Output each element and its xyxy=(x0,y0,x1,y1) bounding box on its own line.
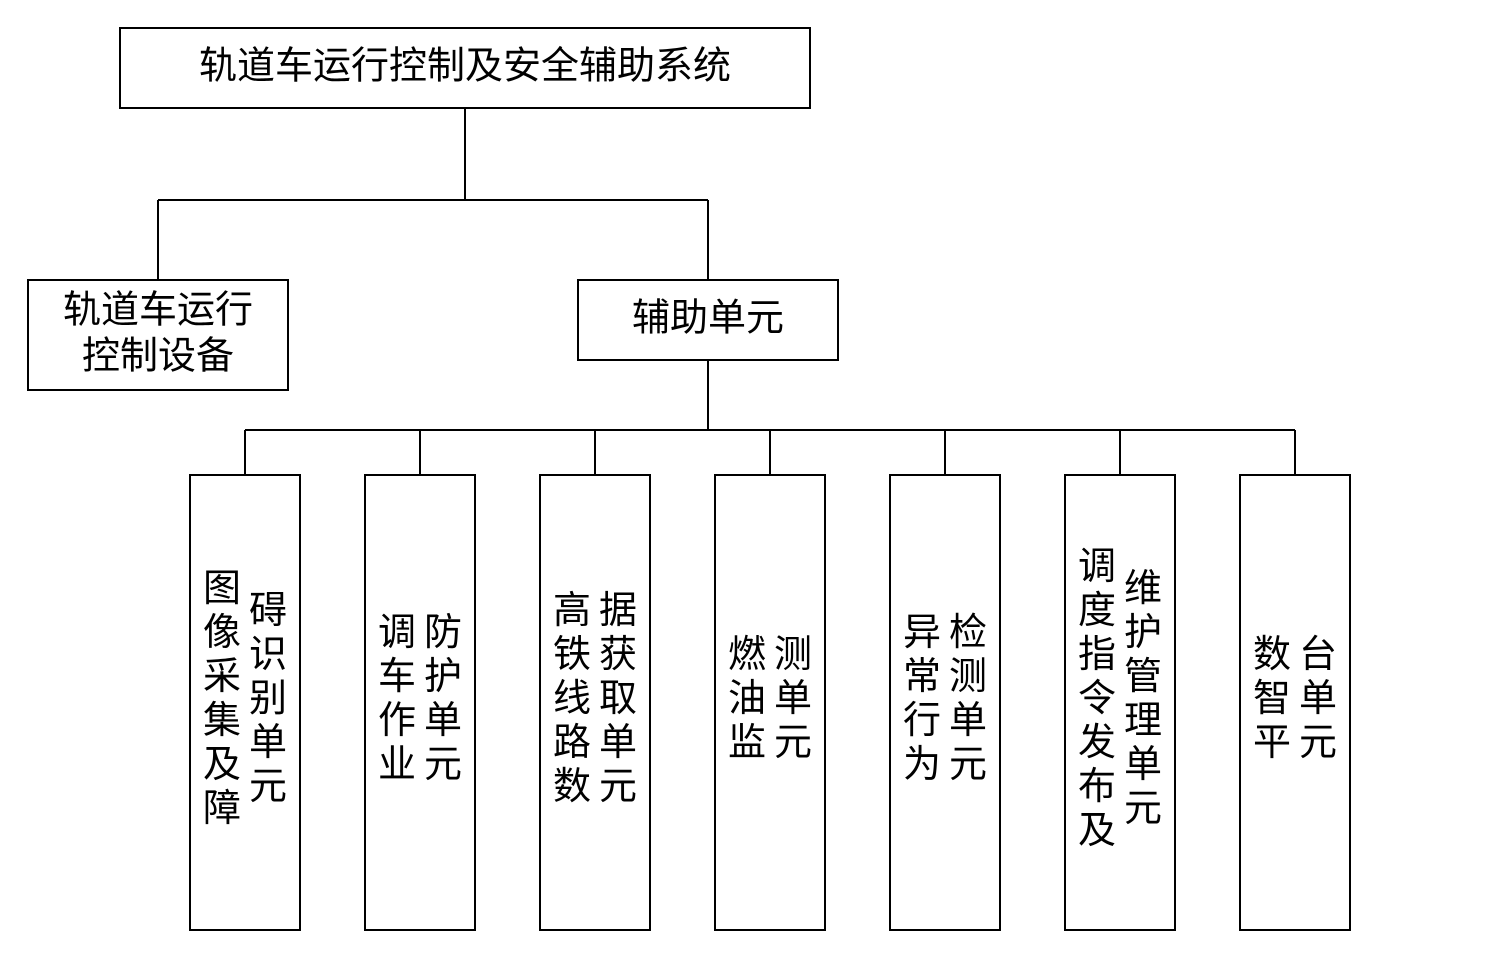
leaf-5-label-char: 测 xyxy=(949,656,987,698)
leaf-7-label-char: 数 xyxy=(1253,634,1291,676)
leaf-7-label-char: 台 xyxy=(1299,634,1337,676)
leaf-1-label-char: 障 xyxy=(203,788,241,830)
leaf-3-label-char: 铁 xyxy=(553,634,591,676)
leaf-4-label-char: 测 xyxy=(774,634,812,676)
ctrl-device-label: 控制设备 xyxy=(82,336,234,378)
leaf-1-label-char: 识 xyxy=(249,634,287,676)
leaf-5-label-char: 常 xyxy=(903,656,941,698)
leaf-7-label-char: 平 xyxy=(1253,722,1291,764)
leaf-3-label-char: 获 xyxy=(599,634,637,676)
leaf-2-label-char: 业 xyxy=(378,744,416,786)
leaf-4-label-char: 监 xyxy=(728,722,766,764)
leaf-6-label-char: 发 xyxy=(1078,722,1116,764)
leaf-1-label-char: 像 xyxy=(203,612,241,654)
leaf-2-label-char: 防 xyxy=(424,612,462,654)
leaf-7-label-char: 单 xyxy=(1299,678,1337,720)
leaf-6-label-char: 调 xyxy=(1078,546,1116,588)
leaf-6-label-char: 布 xyxy=(1078,766,1116,808)
leaf-2-label-char: 车 xyxy=(378,656,416,698)
leaf-1-label-char: 图 xyxy=(203,568,241,610)
leaf-1-label-char: 单 xyxy=(249,722,287,764)
leaf-1-label-char: 采 xyxy=(203,656,241,698)
leaf-3-label-char: 元 xyxy=(599,766,637,808)
leaf-5-label-char: 检 xyxy=(949,612,987,654)
leaf-5-label-char: 元 xyxy=(949,744,987,786)
leaf-4-label-char: 单 xyxy=(774,678,812,720)
leaf-3-label-char: 线 xyxy=(553,678,591,720)
leaf-2-label-char: 作 xyxy=(378,700,416,742)
leaf-6-label-char: 理 xyxy=(1124,700,1162,742)
leaf-3-label-char: 路 xyxy=(553,722,591,764)
leaf-6-label-char: 及 xyxy=(1078,810,1116,852)
leaf-4-label-char: 燃 xyxy=(728,634,766,676)
leaf-2-label-char: 元 xyxy=(424,744,462,786)
leaf-6-label-char: 管 xyxy=(1124,656,1162,698)
leaf-7-label-char: 智 xyxy=(1253,678,1291,720)
leaf-2-label-char: 单 xyxy=(424,700,462,742)
leaf-1-label-char: 碍 xyxy=(249,590,287,632)
leaf-2-label-char: 调 xyxy=(378,612,416,654)
leaf-4-label-char: 元 xyxy=(774,722,812,764)
leaf-7-label-char: 元 xyxy=(1299,722,1337,764)
leaf-3-label-char: 高 xyxy=(553,590,591,632)
leaf-3-label-char: 取 xyxy=(599,678,637,720)
leaf-6-label-char: 指 xyxy=(1078,634,1116,676)
leaf-1-label-char: 元 xyxy=(249,766,287,808)
leaf-3-label-char: 数 xyxy=(553,766,591,808)
leaf-3-label-char: 据 xyxy=(599,590,637,632)
leaf-6-label-char: 令 xyxy=(1078,678,1116,720)
leaf-2-label-char: 护 xyxy=(424,656,462,698)
org-chart-diagram: 轨道车运行控制及安全辅助系统轨道车运行控制设备辅助单元图像采集及障碍识别单元调车… xyxy=(0,0,1490,961)
leaf-6-label-char: 单 xyxy=(1124,744,1162,786)
aux-unit-label: 辅助单元 xyxy=(632,298,784,340)
leaf-1-label-char: 及 xyxy=(203,744,241,786)
leaf-6-label-char: 元 xyxy=(1124,788,1162,830)
ctrl-device-label: 轨道车运行 xyxy=(63,290,253,332)
leaf-3-label-char: 单 xyxy=(599,722,637,764)
leaf-6-label-char: 维 xyxy=(1124,568,1162,610)
leaf-5-label-char: 异 xyxy=(903,612,941,654)
leaf-1-label-char: 别 xyxy=(249,678,287,720)
leaf-5-label-char: 单 xyxy=(949,700,987,742)
leaf-5-label-char: 为 xyxy=(903,744,941,786)
root-label: 轨道车运行控制及安全辅助系统 xyxy=(199,46,731,88)
leaf-5-label-char: 行 xyxy=(903,700,941,742)
leaf-6-label-char: 度 xyxy=(1078,590,1116,632)
leaf-6-label-char: 护 xyxy=(1124,612,1162,654)
leaf-4-label-char: 油 xyxy=(728,678,766,720)
leaf-1-label-char: 集 xyxy=(203,700,241,742)
